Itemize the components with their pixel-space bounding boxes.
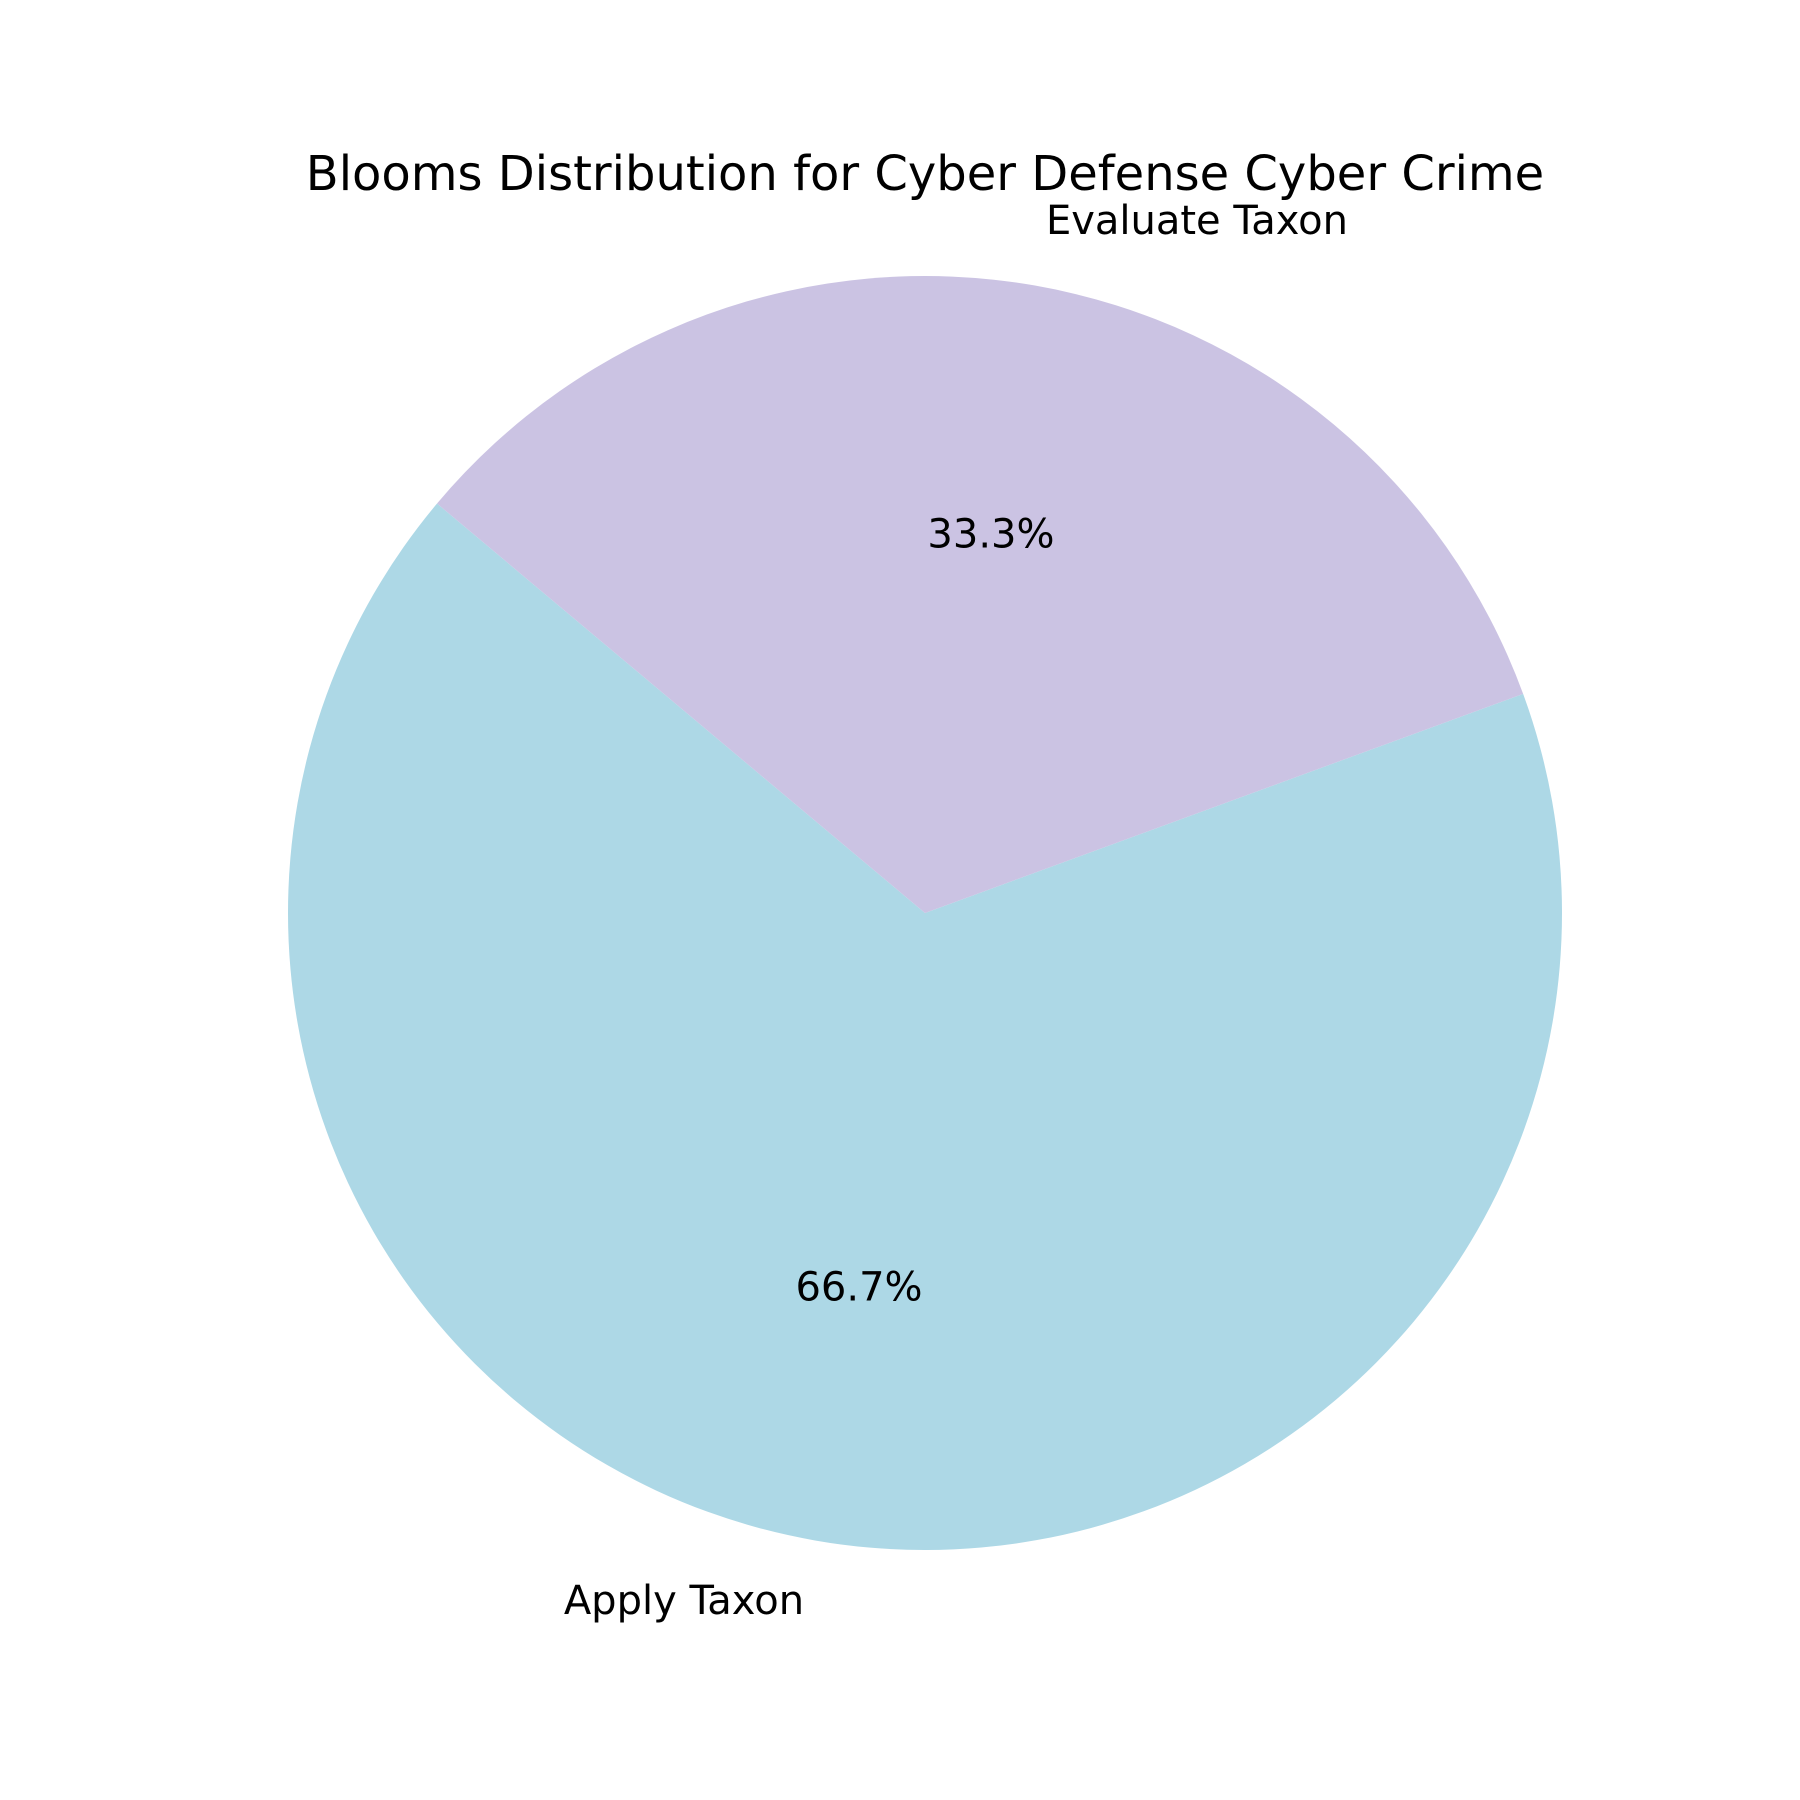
slice-percent-apply-taxon: 66.7%	[795, 1264, 922, 1310]
slice-label-evaluate-taxon: Evaluate Taxon	[1046, 198, 1348, 244]
pie-slice-apply-taxon	[287, 503, 1562, 1551]
chart-title: Blooms Distribution for Cyber Defense Cy…	[306, 146, 1544, 202]
pie-labels: Apply Taxon 66.7% Evaluate Taxon 33.3%	[564, 198, 1348, 1624]
pie-slice-evaluate-taxon	[437, 276, 1524, 913]
slice-label-apply-taxon: Apply Taxon	[564, 1578, 804, 1624]
slice-percent-evaluate-taxon: 33.3%	[927, 512, 1054, 558]
pie-slices	[287, 276, 1562, 1551]
